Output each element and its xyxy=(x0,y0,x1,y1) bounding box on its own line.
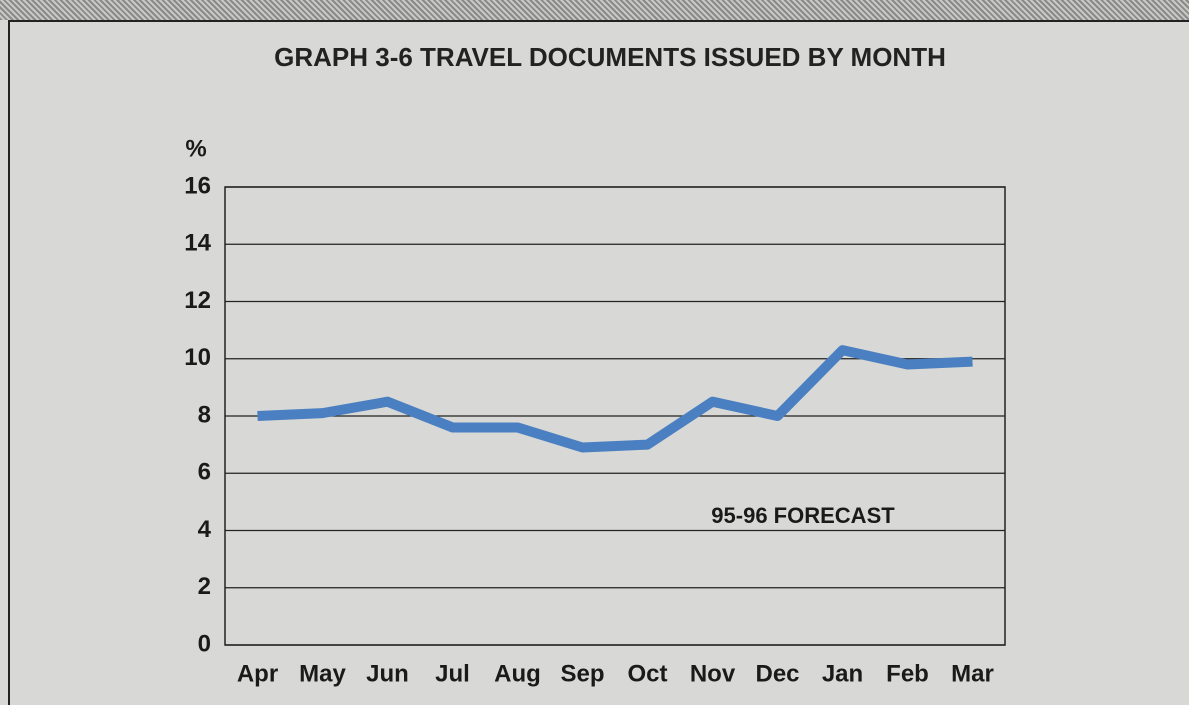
x-tick-label: Jul xyxy=(435,660,470,687)
y-tick-label: 6 xyxy=(198,459,211,486)
x-tick-label: Aug xyxy=(494,660,541,687)
x-tick-label: Dec xyxy=(755,660,799,687)
data-line xyxy=(257,345,973,453)
x-tick-label: Feb xyxy=(886,660,929,687)
chart-title: GRAPH 3-6 TRAVEL DOCUMENTS ISSUED BY MON… xyxy=(274,42,946,72)
y-tick-label: 2 xyxy=(198,573,211,600)
x-tick-label: May xyxy=(299,660,346,687)
y-tick-label: 10 xyxy=(184,344,211,371)
x-tick-label: Sep xyxy=(560,660,604,687)
y-axis-label: % xyxy=(185,135,206,162)
y-tick-label: 14 xyxy=(184,230,211,257)
y-tick-label: 8 xyxy=(198,401,211,428)
y-tick-label: 12 xyxy=(184,287,211,314)
top-strip xyxy=(0,0,1189,20)
annotation: 95-96 FORECAST xyxy=(711,503,895,528)
frame xyxy=(8,20,1189,705)
x-tick-label: Jun xyxy=(366,660,409,687)
x-tick-label: Jan xyxy=(822,660,863,687)
y-tick-label: 4 xyxy=(198,516,212,543)
x-tick-label: Nov xyxy=(690,660,736,687)
x-tick-label: Mar xyxy=(951,660,994,687)
x-tick-label: Oct xyxy=(627,660,667,687)
y-tick-label: 16 xyxy=(184,172,211,199)
x-tick-label: Apr xyxy=(237,660,278,687)
y-tick-label: 0 xyxy=(198,630,211,657)
